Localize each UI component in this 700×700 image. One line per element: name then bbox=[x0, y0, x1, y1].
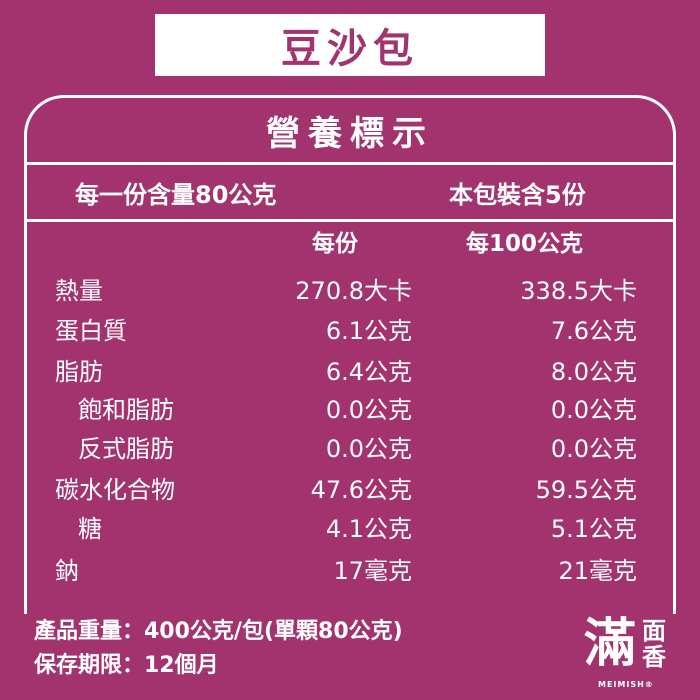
per-serving-value: 47.6公克 bbox=[310, 476, 412, 504]
per-100g-value: 7.6公克 bbox=[550, 317, 637, 345]
divider bbox=[27, 162, 673, 165]
nutrient-label: 蛋白質 bbox=[55, 317, 127, 345]
panel-title: 營養標示 bbox=[266, 113, 434, 154]
logo-side-chars: 面香 bbox=[642, 617, 666, 671]
per-100g-value: 0.0公克 bbox=[550, 435, 637, 463]
nutrient-label: 熱量 bbox=[55, 277, 103, 305]
shelf-life: 保存期限：12個月 bbox=[34, 653, 219, 678]
logo-brand: MEIMISH® bbox=[598, 680, 654, 689]
logo-main-char: 滿 bbox=[584, 614, 637, 674]
servings-per-package: 本包裝含5份 bbox=[449, 180, 586, 209]
nutrient-label: 碳水化合物 bbox=[55, 476, 175, 504]
nutrient-label: 飽和脂肪 bbox=[78, 396, 174, 424]
nutrition-row: 熱量 270.8大卡 338.5大卡 bbox=[0, 276, 700, 312]
product-title-box: 豆沙包 bbox=[155, 14, 545, 76]
per-serving-value: 6.4公克 bbox=[325, 358, 412, 386]
nutrition-row: 碳水化合物 47.6公克 59.5公克 bbox=[0, 475, 700, 511]
per-100g-value: 5.1公克 bbox=[550, 515, 637, 543]
per-100g-value: 21毫克 bbox=[558, 557, 637, 585]
brand-logo: 滿 面香 MEIMISH® bbox=[578, 612, 673, 696]
per-serving-value: 17毫克 bbox=[333, 557, 412, 585]
column-header-per-serving: 每份 bbox=[312, 231, 358, 257]
nutrition-row: 蛋白質 6.1公克 7.6公克 bbox=[0, 316, 700, 352]
divider bbox=[27, 219, 673, 222]
nutrition-row: 飽和脂肪 0.0公克 0.0公克 bbox=[0, 395, 700, 431]
per-serving-value: 4.1公克 bbox=[325, 515, 412, 543]
per-100g-value: 8.0公克 bbox=[550, 358, 637, 386]
per-100g-value: 0.0公克 bbox=[550, 396, 637, 424]
nutrition-row: 反式脂肪 0.0公克 0.0公克 bbox=[0, 434, 700, 470]
per-serving-value: 0.0公克 bbox=[325, 435, 412, 463]
per-serving-value: 6.1公克 bbox=[325, 317, 412, 345]
nutrition-row: 糖 4.1公克 5.1公克 bbox=[0, 514, 700, 550]
per-serving-value: 0.0公克 bbox=[325, 396, 412, 424]
product-weight: 產品重量：400公克/包(單顆80公克) bbox=[34, 619, 403, 644]
per-serving-value: 270.8大卡 bbox=[295, 277, 412, 305]
nutrient-label: 脂肪 bbox=[55, 358, 103, 386]
per-100g-value: 59.5公克 bbox=[535, 476, 637, 504]
nutrition-panel: 營養標示 每一份含量80公克 本包裝含5份 bbox=[24, 95, 676, 614]
nutrient-label: 鈉 bbox=[55, 557, 79, 585]
column-header-per-100g: 每100公克 bbox=[466, 231, 584, 257]
serving-size: 每一份含量80公克 bbox=[75, 180, 277, 209]
nutrient-label: 反式脂肪 bbox=[78, 435, 174, 463]
nutrient-label: 糖 bbox=[78, 515, 102, 543]
product-title: 豆沙包 bbox=[281, 26, 419, 72]
nutrition-row: 脂肪 6.4公克 8.0公克 bbox=[0, 357, 700, 393]
per-100g-value: 338.5大卡 bbox=[520, 277, 637, 305]
nutrition-row: 鈉 17毫克 21毫克 bbox=[0, 556, 700, 592]
